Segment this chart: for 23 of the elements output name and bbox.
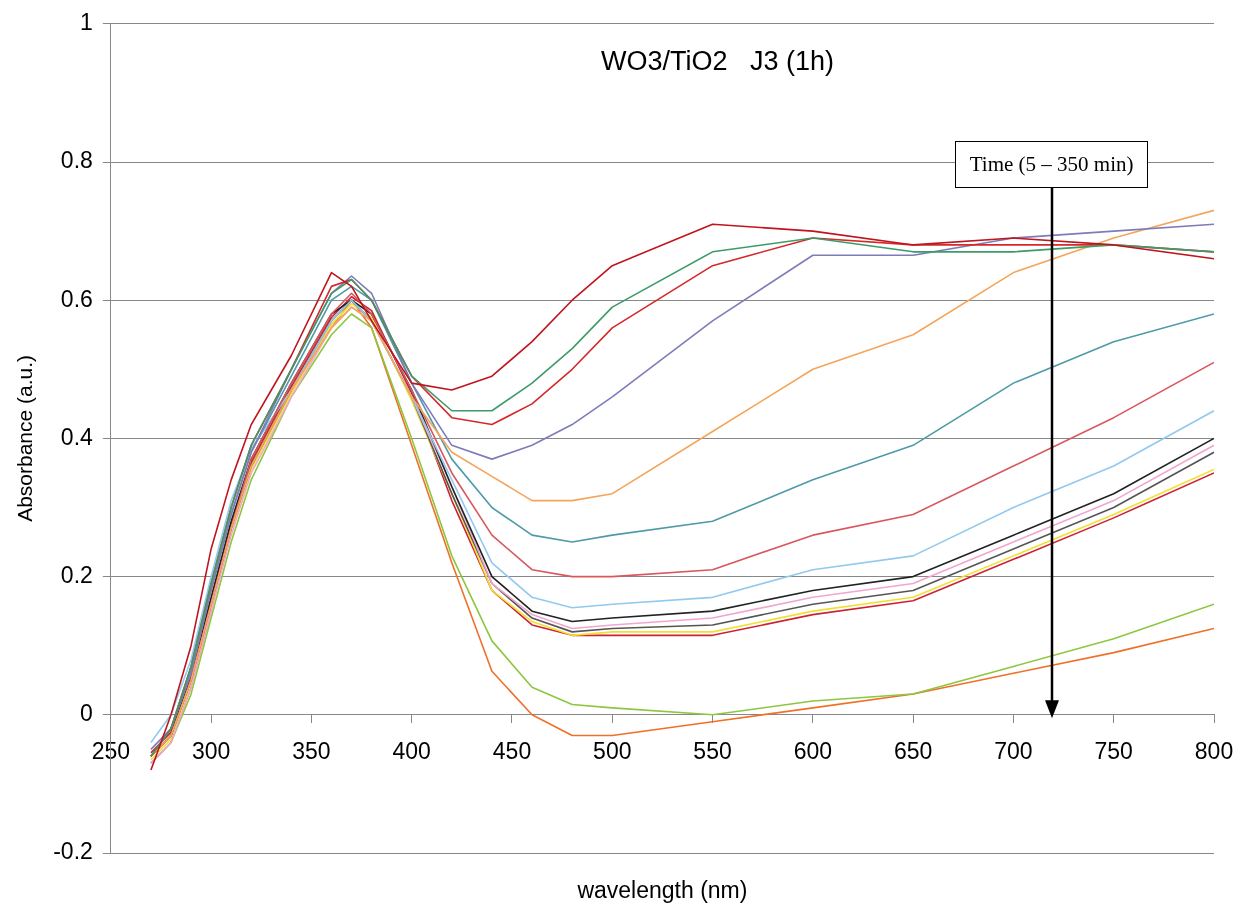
- x-tick-label: 450: [492, 737, 532, 764]
- x-tick-label: 350: [292, 737, 331, 764]
- y-tick-label: 0.6: [60, 285, 93, 312]
- text: WO3/TiO2 J3 (1h): [601, 45, 835, 76]
- y-axis-title: Absorbance (a.u.): [13, 354, 37, 522]
- x-tick-label: 300: [191, 737, 231, 764]
- x-tick-label: 250: [91, 737, 131, 764]
- y-tick-label: 0.4: [60, 423, 94, 450]
- x-axis-title: wavelength (nm): [576, 876, 748, 903]
- x-tick-label: 750: [1094, 737, 1133, 764]
- x-tick-label: 400: [392, 737, 431, 764]
- x-tick-label: 800: [1194, 737, 1234, 764]
- annotation: Time (5 – 350 min): [954, 140, 1149, 188]
- y-tick-label: -0.2: [53, 838, 93, 865]
- x-tick-label: 600: [793, 737, 833, 764]
- x-tick-label: 650: [893, 737, 933, 764]
- x-tick-label: 700: [994, 737, 1033, 764]
- y-tick-label: 0.8: [60, 147, 93, 174]
- y-tick-label: 1: [80, 9, 93, 36]
- x-tick-label: 550: [693, 737, 732, 764]
- y-tick-label: 0: [80, 700, 93, 727]
- y-tick-label: 0.2: [60, 561, 93, 588]
- x-tick-label: 500: [593, 737, 632, 764]
